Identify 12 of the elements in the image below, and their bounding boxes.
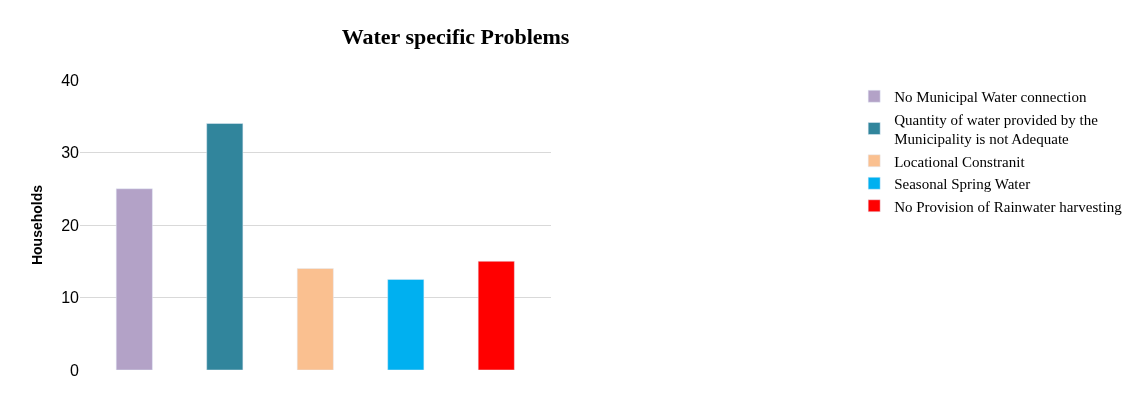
y-tick-label: 40 — [61, 71, 80, 89]
y-axis-title: Households — [28, 184, 45, 266]
y-tick-label: 20 — [61, 216, 80, 234]
legend-label: Locational Constranit — [894, 153, 1026, 170]
chart-title: Water specific Problems — [341, 24, 570, 50]
legend-label: Seasonal Spring Water — [894, 176, 1031, 193]
legend-label: No Provision of Rainwater harvesting — [894, 198, 1123, 215]
y-tick-label: 0 — [70, 361, 80, 379]
legend-label: No Municipal Water connection — [894, 89, 1087, 106]
legend-label: Quantity of water provided by the Municipality is not Adequate — [894, 111, 1099, 148]
y-tick-label: 30 — [61, 144, 80, 162]
y-tick-label: 10 — [61, 289, 80, 307]
